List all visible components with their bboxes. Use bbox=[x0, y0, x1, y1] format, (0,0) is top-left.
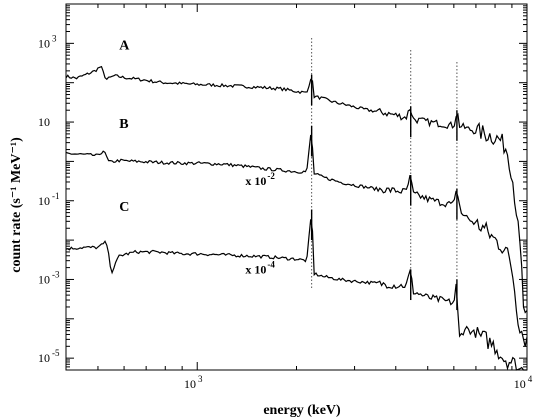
scale-annotation-B: x 10-2 bbox=[245, 171, 275, 188]
series-label-A: A bbox=[119, 38, 130, 53]
y-tick-label: 10 -1 bbox=[38, 191, 60, 208]
x-axis-label: energy (keV) bbox=[263, 403, 341, 418]
series-label-C: C bbox=[119, 200, 129, 215]
x-tick-label: 10 3 bbox=[184, 374, 203, 391]
axis-ticks bbox=[65, 3, 528, 370]
series-line-A bbox=[65, 65, 528, 314]
chart-labels: 10 3 10 10 -1 10 -3 10 -5 10 3 10 4 A Bx 10-2 Cx 10-4 bbox=[38, 33, 533, 391]
y-tick-label: 10 -5 bbox=[38, 348, 60, 365]
series-line-B bbox=[65, 134, 528, 347]
series-line-C bbox=[65, 219, 527, 371]
y-tick-label: 10 bbox=[38, 115, 50, 129]
y-axis-label: count rate (s⁻¹ MeV⁻¹) bbox=[9, 137, 24, 273]
series-label-B: B bbox=[119, 117, 128, 132]
scale-annotation-C: x 10-4 bbox=[245, 260, 275, 277]
series-group bbox=[65, 65, 528, 371]
y-tick-label: 10 -3 bbox=[38, 269, 60, 286]
reference-lines bbox=[311, 38, 458, 308]
y-tick-label: 10 3 bbox=[38, 33, 57, 50]
x-tick-label: 10 4 bbox=[514, 374, 533, 391]
